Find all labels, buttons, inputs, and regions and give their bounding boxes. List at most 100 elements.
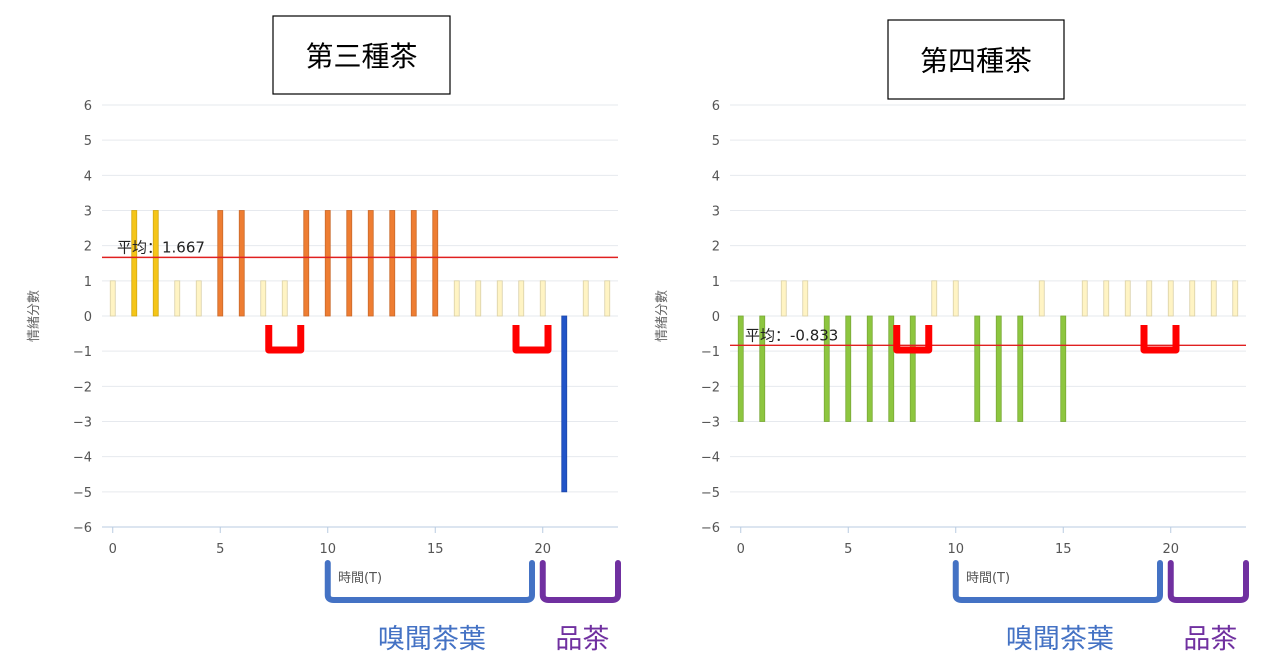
bar: [260, 280, 267, 317]
y-tick-label: −4: [701, 451, 720, 466]
y-tick-label: −5: [73, 486, 92, 501]
red-marker: [265, 325, 305, 354]
red-marker: [893, 325, 933, 354]
bar: [1103, 280, 1110, 317]
average-label: 平均：1.667: [117, 238, 205, 256]
y-tick-label: −4: [73, 451, 92, 466]
bar: [518, 280, 525, 317]
average-label: 平均：-0.833: [745, 326, 838, 344]
bar: [217, 210, 224, 317]
y-tick-label: 1: [712, 275, 720, 290]
bar: [410, 210, 417, 317]
x-tick-label: 10: [947, 542, 964, 557]
y-tick-label: 4: [712, 169, 720, 184]
bar: [389, 210, 396, 317]
x-tick-label: 20: [1162, 542, 1179, 557]
bracket-label: 品茶: [1183, 624, 1237, 655]
bar: [866, 315, 873, 422]
bar: [303, 210, 310, 317]
bar: [931, 280, 938, 317]
bar: [1167, 280, 1174, 317]
bar: [823, 315, 830, 422]
y-tick-label: 6: [84, 99, 92, 114]
y-tick-label: −2: [73, 380, 92, 395]
bar: [131, 210, 138, 317]
y-tick-label: 0: [712, 310, 720, 325]
bar: [1146, 280, 1153, 317]
bar: [1210, 280, 1217, 317]
bracket: [324, 560, 535, 603]
x-axis-title: 時間(T): [966, 571, 1010, 586]
bar: [1189, 280, 1196, 317]
bar: [845, 315, 852, 422]
bar: [561, 315, 568, 493]
y-tick-label: −2: [701, 380, 720, 395]
x-tick-label: 5: [216, 542, 224, 557]
bar: [1124, 280, 1131, 317]
bar: [952, 280, 959, 317]
title-box: [272, 15, 451, 95]
y-tick-label: 1: [84, 275, 92, 290]
y-axis-title: 情緒分數: [655, 290, 670, 342]
bar: [195, 280, 202, 317]
y-tick-label: −5: [701, 486, 720, 501]
bar: [1060, 315, 1067, 422]
bar: [281, 280, 288, 317]
y-axis-title: 情緒分數: [27, 290, 42, 342]
bar: [737, 315, 744, 422]
y-tick-label: 5: [84, 134, 92, 149]
y-tick-label: −6: [701, 521, 720, 536]
bar: [152, 210, 159, 317]
chart-title: 第三種茶: [305, 40, 417, 73]
y-tick-label: −3: [701, 416, 720, 431]
x-tick-label: 20: [534, 542, 551, 557]
bar: [346, 210, 353, 317]
bar: [1232, 280, 1239, 317]
bar: [324, 210, 331, 317]
red-marker: [512, 325, 552, 354]
x-tick-label: 0: [109, 542, 117, 557]
red-marker: [1140, 325, 1180, 354]
y-tick-label: 0: [84, 310, 92, 325]
y-tick-label: 2: [84, 240, 92, 255]
bar: [974, 315, 981, 422]
x-tick-label: 0: [737, 542, 745, 557]
bar: [174, 280, 181, 317]
bar: [802, 280, 809, 317]
bar: [780, 280, 787, 317]
x-tick-label: 10: [319, 542, 336, 557]
bar: [432, 210, 439, 317]
bar: [453, 280, 460, 317]
x-tick-label: 5: [844, 542, 852, 557]
bracket-label: 品茶: [555, 624, 609, 655]
bracket: [539, 560, 621, 603]
bar: [582, 280, 589, 317]
bracket: [952, 560, 1163, 603]
y-tick-label: 2: [712, 240, 720, 255]
bar: [759, 315, 766, 422]
y-tick-label: −6: [73, 521, 92, 536]
y-tick-label: 3: [84, 205, 92, 220]
y-tick-label: 6: [712, 99, 720, 114]
bar: [475, 280, 482, 317]
x-tick-label: 15: [1055, 542, 1072, 557]
bar: [604, 280, 611, 317]
x-axis-title: 時間(T): [338, 571, 382, 586]
y-tick-label: −1: [701, 345, 720, 360]
bar: [496, 280, 503, 317]
bar: [1038, 280, 1045, 317]
x-tick-label: 15: [427, 542, 444, 557]
bar: [1017, 315, 1024, 422]
bracket: [1167, 560, 1249, 603]
bar: [238, 210, 245, 317]
bar: [539, 280, 546, 317]
bracket-label: 嗅聞茶葉: [378, 624, 486, 655]
bar: [1081, 280, 1088, 317]
chart-title: 第四種茶: [920, 45, 1032, 78]
bar: [367, 210, 374, 317]
bar: [888, 315, 895, 422]
bar: [909, 315, 916, 422]
